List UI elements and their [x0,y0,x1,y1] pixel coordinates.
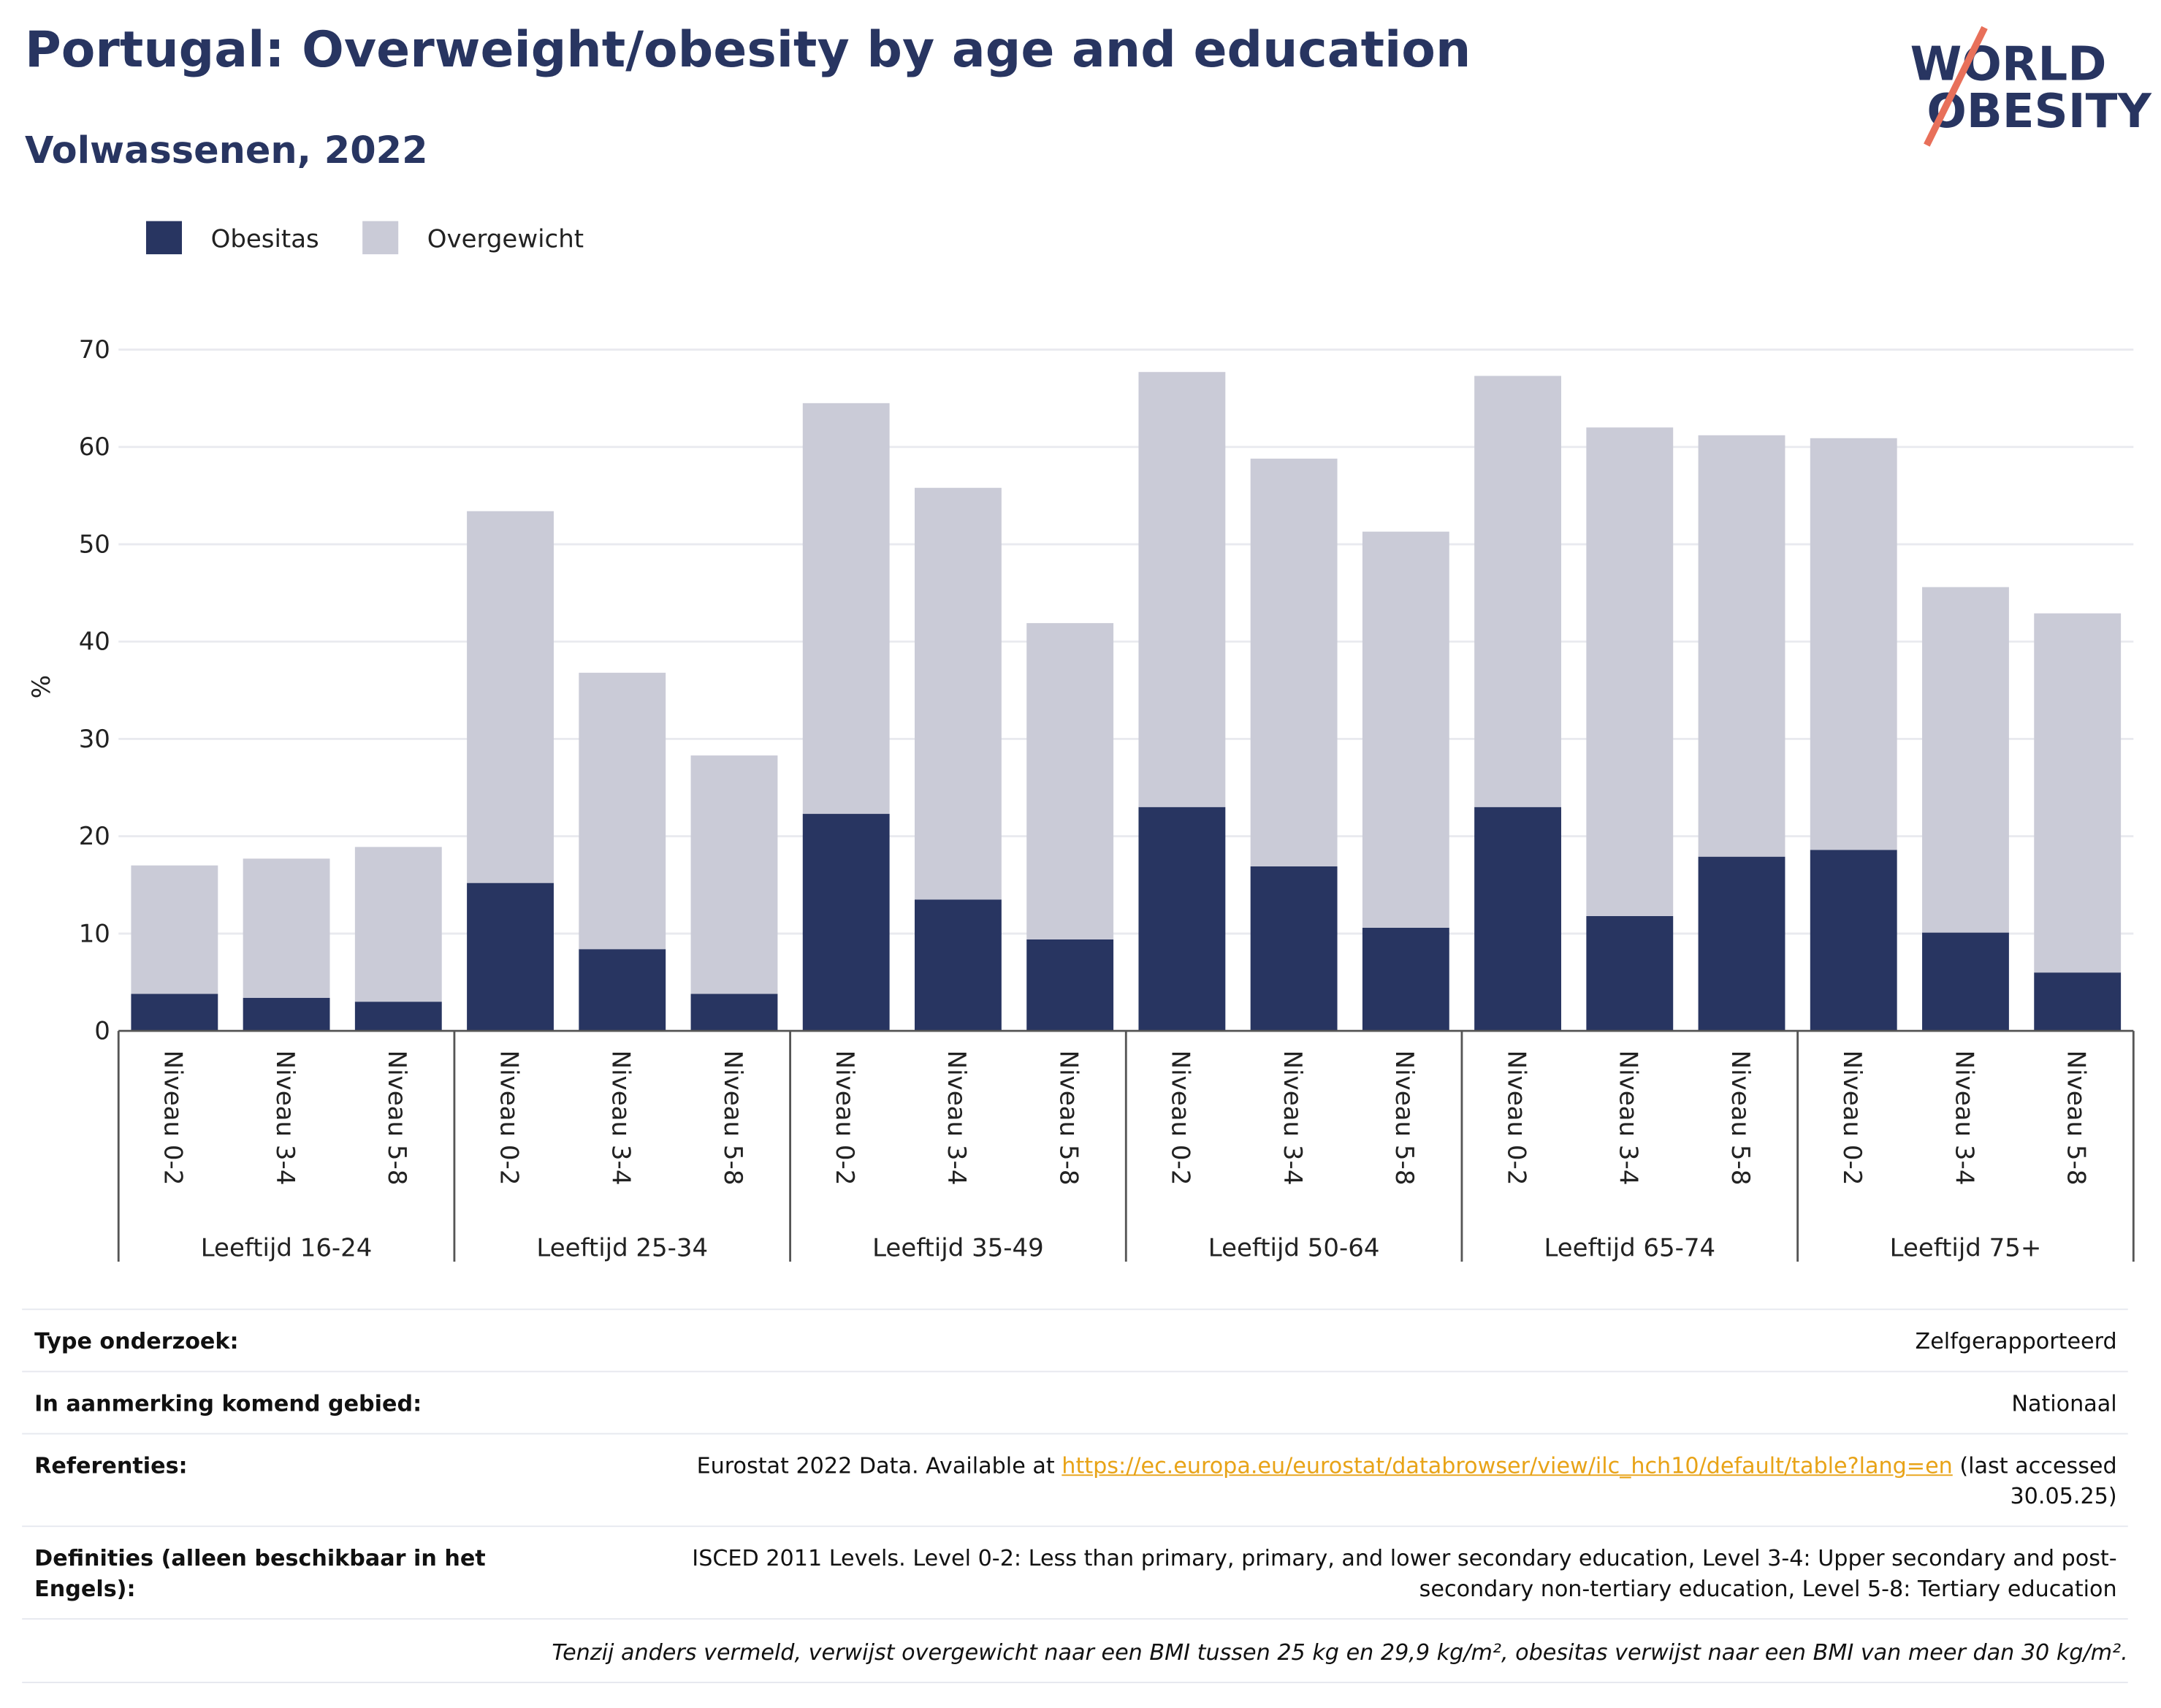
x-tick-label: Niveau 0-2 [494,1051,523,1186]
group-label: Leeftijd 75+ [1890,1233,2042,1262]
info-label: Type onderzoek: [34,1327,239,1354]
info-value: Nationaal [2011,1389,2117,1417]
bar-segment [1026,622,1114,939]
y-tick-label: 40 [79,628,110,657]
x-tick-label: Niveau 5-8 [1390,1051,1419,1186]
x-tick-label: Niveau 3-4 [1614,1051,1643,1186]
bar-segment [131,865,218,994]
bar-segment [1362,531,1449,928]
bar-segment [1810,850,1897,1032]
bar-segment [131,994,218,1032]
bar-segment [579,672,666,950]
bar-segment [354,847,442,1002]
x-tick-label: Niveau 5-8 [1053,1051,1083,1186]
bar-segment [1586,915,1674,1032]
bar-segment [2034,613,2122,973]
bar-segment [2034,972,2122,1032]
info-row: Definities (alleen beschikbaar in het En… [22,1525,2128,1618]
bar-segment [1250,866,1338,1032]
x-tick-label: Niveau 3-4 [942,1051,971,1186]
x-tick-label: Niveau 0-2 [1166,1051,1195,1186]
bar-segment [243,997,330,1032]
info-value: Zelfgerapporteerd [1915,1327,2117,1354]
info-table: Type onderzoek: Zelfgerapporteerd In aanme… [22,1308,2128,1683]
x-tick-label: Niveau 0-2 [159,1051,188,1186]
legend-swatch [362,221,399,255]
y-tick-label: 70 [79,335,110,365]
x-tick-label: Niveau 0-2 [830,1051,859,1186]
x-tick-label: Niveau 5-8 [718,1051,747,1186]
bar-segment [1922,587,2009,933]
y-tick-label: 50 [79,530,110,559]
x-tick-label: Niveau 5-8 [382,1051,411,1186]
bar-segment [802,814,890,1032]
bar-segment [354,1002,442,1032]
bar-segment [1698,856,1785,1032]
y-axis-label: % [27,675,56,698]
x-tick-label: Niveau 3-4 [606,1051,636,1186]
legend-label: Overgewicht [427,225,584,254]
info-label: Definities (alleen beschikbaar in het En… [34,1544,486,1602]
bar-segment [690,994,778,1032]
group-label: Leeftijd 50-64 [1208,1233,1380,1262]
x-tick-label: Niveau 3-4 [1949,1051,1978,1186]
info-text: (last accessed 30.05.25) [1959,1452,2117,1509]
chart-subtitle: Volwassenen, 2022 [25,129,428,172]
bar-segment [1810,438,1897,850]
bar-segment [1362,927,1449,1032]
info-value: ISCED 2011 Levels. Level 0-2: Less than … [692,1544,2117,1602]
bar-segment [915,899,1002,1032]
chart-title: Portugal: Overweight/obesity by age and … [25,21,1471,79]
bar-segment [1138,807,1226,1032]
info-row: Referenties: Eurostat 2022 Data. Availabl… [22,1433,2128,1526]
info-row: In aanmerking komend gebied: Nationaal [22,1370,2128,1433]
bar-segment [1474,375,1561,807]
chart: Portugal: Overweight/obesity by age and … [25,21,2152,1263]
logo-text: WORLD [1910,37,2107,92]
logo-text: OBESITY [1926,84,2152,139]
info-text: Eurostat 2022 Data. Available at [696,1452,1055,1479]
bar-segment [1026,939,1114,1032]
bar-segment [1922,932,2009,1032]
bar-segment [579,949,666,1032]
bar-segment [802,403,890,815]
x-tick-label: Niveau 3-4 [1278,1051,1307,1186]
y-tick-label: 60 [79,432,110,462]
info-label: In aanmerking komend gebied: [34,1389,422,1417]
info-row: Type onderzoek: Zelfgerapporteerd [22,1308,2128,1370]
y-tick-label: 30 [79,725,110,754]
group-label: Leeftijd 65-74 [1544,1233,1715,1262]
reference-link[interactable]: https://ec.europa.eu/eurostat/databrowse… [1062,1452,1953,1479]
bar-segment [1250,458,1338,866]
y-tick-label: 0 [94,1016,110,1045]
footnote: Tenzij anders vermeld, verwijst overgewi… [22,1618,2128,1683]
legend-swatch [145,221,183,255]
bar-segment [690,755,778,994]
x-tick-label: Niveau 0-2 [1837,1051,1867,1186]
x-tick-label: Niveau 5-8 [1726,1051,1755,1186]
x-tick-label: Niveau 3-4 [270,1051,300,1186]
bar-segment [243,858,330,998]
group-label: Leeftijd 16-24 [201,1233,373,1262]
bar-segment [1138,372,1226,807]
bar-segment [467,882,554,1032]
bar-segment [1586,427,1674,916]
bar-segment [1474,807,1561,1032]
info-label: Referenties: [34,1452,188,1479]
y-tick-label: 20 [79,822,110,851]
logo-slash [1924,26,1988,147]
x-tick-label: Niveau 0-2 [1501,1051,1531,1186]
group-label: Leeftijd 25-34 [536,1233,708,1262]
group-label: Leeftijd 35-49 [872,1233,1044,1262]
x-tick-label: Niveau 5-8 [2061,1051,2090,1186]
legend-label: Obesitas [211,225,319,254]
bar-segment [467,511,554,883]
info-value: Eurostat 2022 Data. Available at https:/… [601,1451,2117,1511]
bar-segment [915,487,1002,900]
bar-segment [1698,435,1785,857]
y-tick-label: 10 [79,919,110,948]
